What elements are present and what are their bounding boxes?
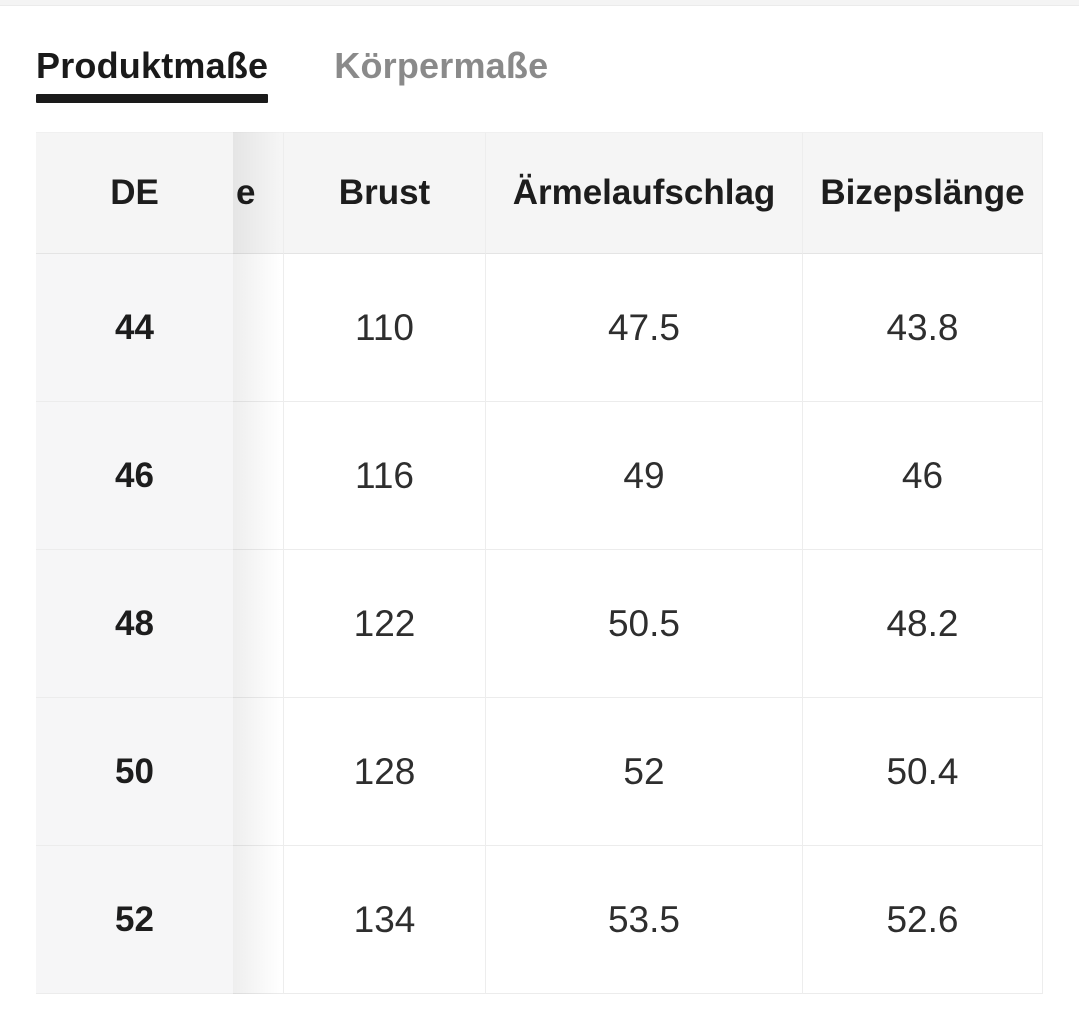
header-cell-truncated: e: [233, 132, 283, 254]
value-cell-bizepslaenge: 43.8: [802, 254, 1043, 402]
header-cell-aermelaufschlag: Ärmelaufschlag: [485, 132, 802, 254]
hidden-column-cell: [233, 846, 283, 994]
hidden-column-cell: [233, 698, 283, 846]
value-cell-brust: 116: [283, 402, 485, 550]
size-cell-de: 46: [36, 402, 233, 550]
active-tab-underline: [36, 94, 269, 103]
value-cell-bizepslaenge: 46: [802, 402, 1043, 550]
value-cell-bizepslaenge: 52.6: [802, 846, 1043, 994]
hidden-column-cell: [233, 254, 283, 402]
tab-koerpermasse[interactable]: Körpermaße: [334, 44, 548, 88]
header-cell-bizepslaenge: Bizepslänge: [802, 132, 1043, 254]
value-cell-bizepslaenge: 48.2: [802, 550, 1043, 698]
tab-bar: Produktmaße Körpermaße: [36, 44, 548, 103]
tab-produktmasse[interactable]: Produktmaße: [36, 44, 269, 103]
top-divider: [0, 0, 1079, 6]
tab-produktmasse-label: Produktmaße: [36, 45, 269, 86]
hidden-column-cell: [233, 402, 283, 550]
value-cell-aermelaufschlag: 50.5: [485, 550, 802, 698]
value-cell-aermelaufschlag: 52: [485, 698, 802, 846]
value-cell-aermelaufschlag: 49: [485, 402, 802, 550]
header-cell-de: DE: [36, 132, 233, 254]
tab-koerpermasse-label: Körpermaße: [334, 45, 549, 86]
value-cell-bizepslaenge: 50.4: [802, 698, 1043, 846]
size-cell-de: 48: [36, 550, 233, 698]
size-cell-de: 44: [36, 254, 233, 402]
value-cell-aermelaufschlag: 53.5: [485, 846, 802, 994]
value-cell-brust: 122: [283, 550, 485, 698]
value-cell-brust: 128: [283, 698, 485, 846]
header-cell-brust: Brust: [283, 132, 485, 254]
size-table[interactable]: DE e Brust Ärmelaufschlag Bizepslänge 44…: [36, 132, 1043, 994]
value-cell-brust: 110: [283, 254, 485, 402]
size-cell-de: 50: [36, 698, 233, 846]
value-cell-brust: 134: [283, 846, 485, 994]
hidden-column-cell: [233, 550, 283, 698]
size-cell-de: 52: [36, 846, 233, 994]
value-cell-aermelaufschlag: 47.5: [485, 254, 802, 402]
